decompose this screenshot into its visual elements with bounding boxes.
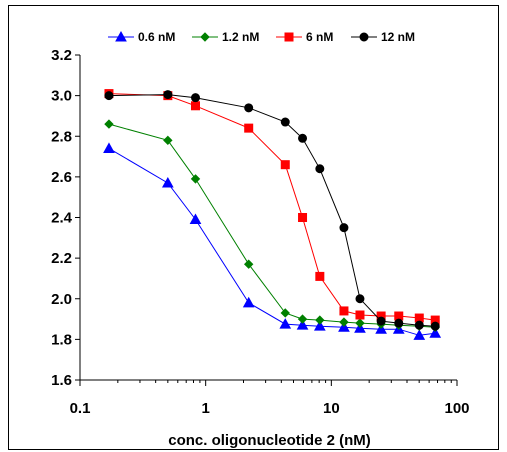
data-point-0-6-nm bbox=[279, 318, 292, 329]
data-point-6-nm bbox=[298, 213, 308, 222]
legend-marker bbox=[284, 32, 294, 42]
legend-item-1-2-nm: 1.2 nM bbox=[192, 30, 259, 44]
y-ticks: 1.6 1.8 2.0 2.2 2.4 2.6 2.8 3.0 3.2 bbox=[51, 47, 80, 389]
y-tick-label: 1.6 bbox=[51, 372, 72, 389]
data-point-1-2-nm bbox=[104, 119, 114, 129]
data-point-0-6-nm bbox=[313, 320, 326, 331]
data-point-6-nm bbox=[339, 306, 349, 316]
legend-item-6-nm: 6 nM bbox=[276, 30, 333, 44]
data-point-0-6-nm bbox=[296, 319, 309, 330]
legend-label: 1.2 nM bbox=[222, 30, 259, 44]
x-tick-label: 100 bbox=[444, 400, 469, 417]
y-tick-label: 2.6 bbox=[51, 169, 72, 186]
x-ticks: 0.1 1 10 100 bbox=[70, 380, 470, 417]
data-point-12-nm bbox=[315, 164, 325, 174]
data-point-0-6-nm bbox=[429, 327, 442, 338]
data-point-12-nm bbox=[298, 133, 308, 143]
legend-item-12-nm: 12 nM bbox=[351, 30, 415, 44]
y-tick-label: 2.2 bbox=[51, 250, 72, 267]
data-point-12-nm bbox=[190, 93, 200, 103]
data-point-6-nm bbox=[315, 271, 325, 281]
data-point-1-2-nm bbox=[339, 317, 349, 327]
data-point-12-nm bbox=[163, 90, 173, 100]
data-point-0-6-nm bbox=[103, 142, 115, 153]
legend-marker bbox=[359, 32, 369, 42]
legend-label: 0.6 nM bbox=[138, 30, 175, 44]
data-point-1-2-nm bbox=[355, 318, 365, 328]
series-layer bbox=[103, 89, 442, 340]
data-point-0-6-nm bbox=[413, 329, 426, 340]
x-tick-label: 0.1 bbox=[70, 400, 91, 417]
data-point-12-nm bbox=[355, 294, 365, 304]
data-point-1-2-nm bbox=[163, 135, 173, 146]
data-point-6-nm bbox=[280, 160, 290, 170]
legend-item-0-6-nm: 0.6 nM bbox=[108, 30, 175, 44]
legend-label: 6 nM bbox=[306, 30, 333, 44]
data-point-1-2-nm bbox=[315, 315, 325, 325]
y-tick-label: 2.0 bbox=[51, 291, 72, 308]
data-point-6-nm bbox=[190, 101, 200, 111]
data-point-1-2-nm bbox=[280, 308, 290, 318]
data-point-1-2-nm bbox=[297, 314, 308, 324]
data-point-12-nm bbox=[104, 91, 114, 101]
data-point-12-nm bbox=[280, 117, 290, 127]
chart-border bbox=[8, 5, 499, 450]
legend: 0.6 nM 1.2 nM 6 nM 12 nM bbox=[108, 30, 415, 44]
data-point-1-2-nm bbox=[190, 174, 201, 184]
data-point-6-nm bbox=[355, 310, 365, 320]
data-point-6-nm bbox=[244, 123, 254, 133]
data-point-1-2-nm bbox=[243, 259, 254, 269]
line-chart: 0.6 nM 1.2 nM 6 nM 12 nM 1.6 1.8 2.0 2.2 2.4 2.6… bbox=[8, 5, 499, 450]
data-point-0-6-nm bbox=[242, 296, 255, 308]
data-point-12-nm bbox=[376, 316, 386, 326]
data-point-12-nm bbox=[430, 321, 440, 331]
data-point-0-6-nm bbox=[161, 176, 174, 188]
y-tick-label: 2.4 bbox=[51, 210, 73, 227]
legend-marker bbox=[200, 32, 210, 42]
x-tick-label: 1 bbox=[201, 400, 209, 417]
series-12-nm bbox=[104, 90, 440, 331]
x-axis-label: conc. oligonucleotide 2 (nM) bbox=[168, 432, 371, 449]
data-point-12-nm bbox=[414, 320, 424, 330]
data-point-12-nm bbox=[244, 103, 254, 113]
data-point-0-6-nm bbox=[189, 213, 202, 225]
y-tick-label: 3.0 bbox=[51, 88, 72, 105]
y-tick-label: 2.8 bbox=[51, 128, 72, 145]
y-tick-label: 3.2 bbox=[51, 47, 72, 64]
chart-frame: 0.6 nM 1.2 nM 6 nM 12 nM 1.6 1.8 2.0 2.2 2.4 2.6… bbox=[8, 5, 499, 450]
legend-marker bbox=[115, 30, 127, 42]
data-point-12-nm bbox=[394, 318, 404, 328]
data-point-12-nm bbox=[339, 223, 349, 233]
legend-label: 12 nM bbox=[381, 30, 415, 44]
x-tick-label: 10 bbox=[323, 400, 340, 417]
y-tick-label: 1.8 bbox=[51, 331, 72, 348]
